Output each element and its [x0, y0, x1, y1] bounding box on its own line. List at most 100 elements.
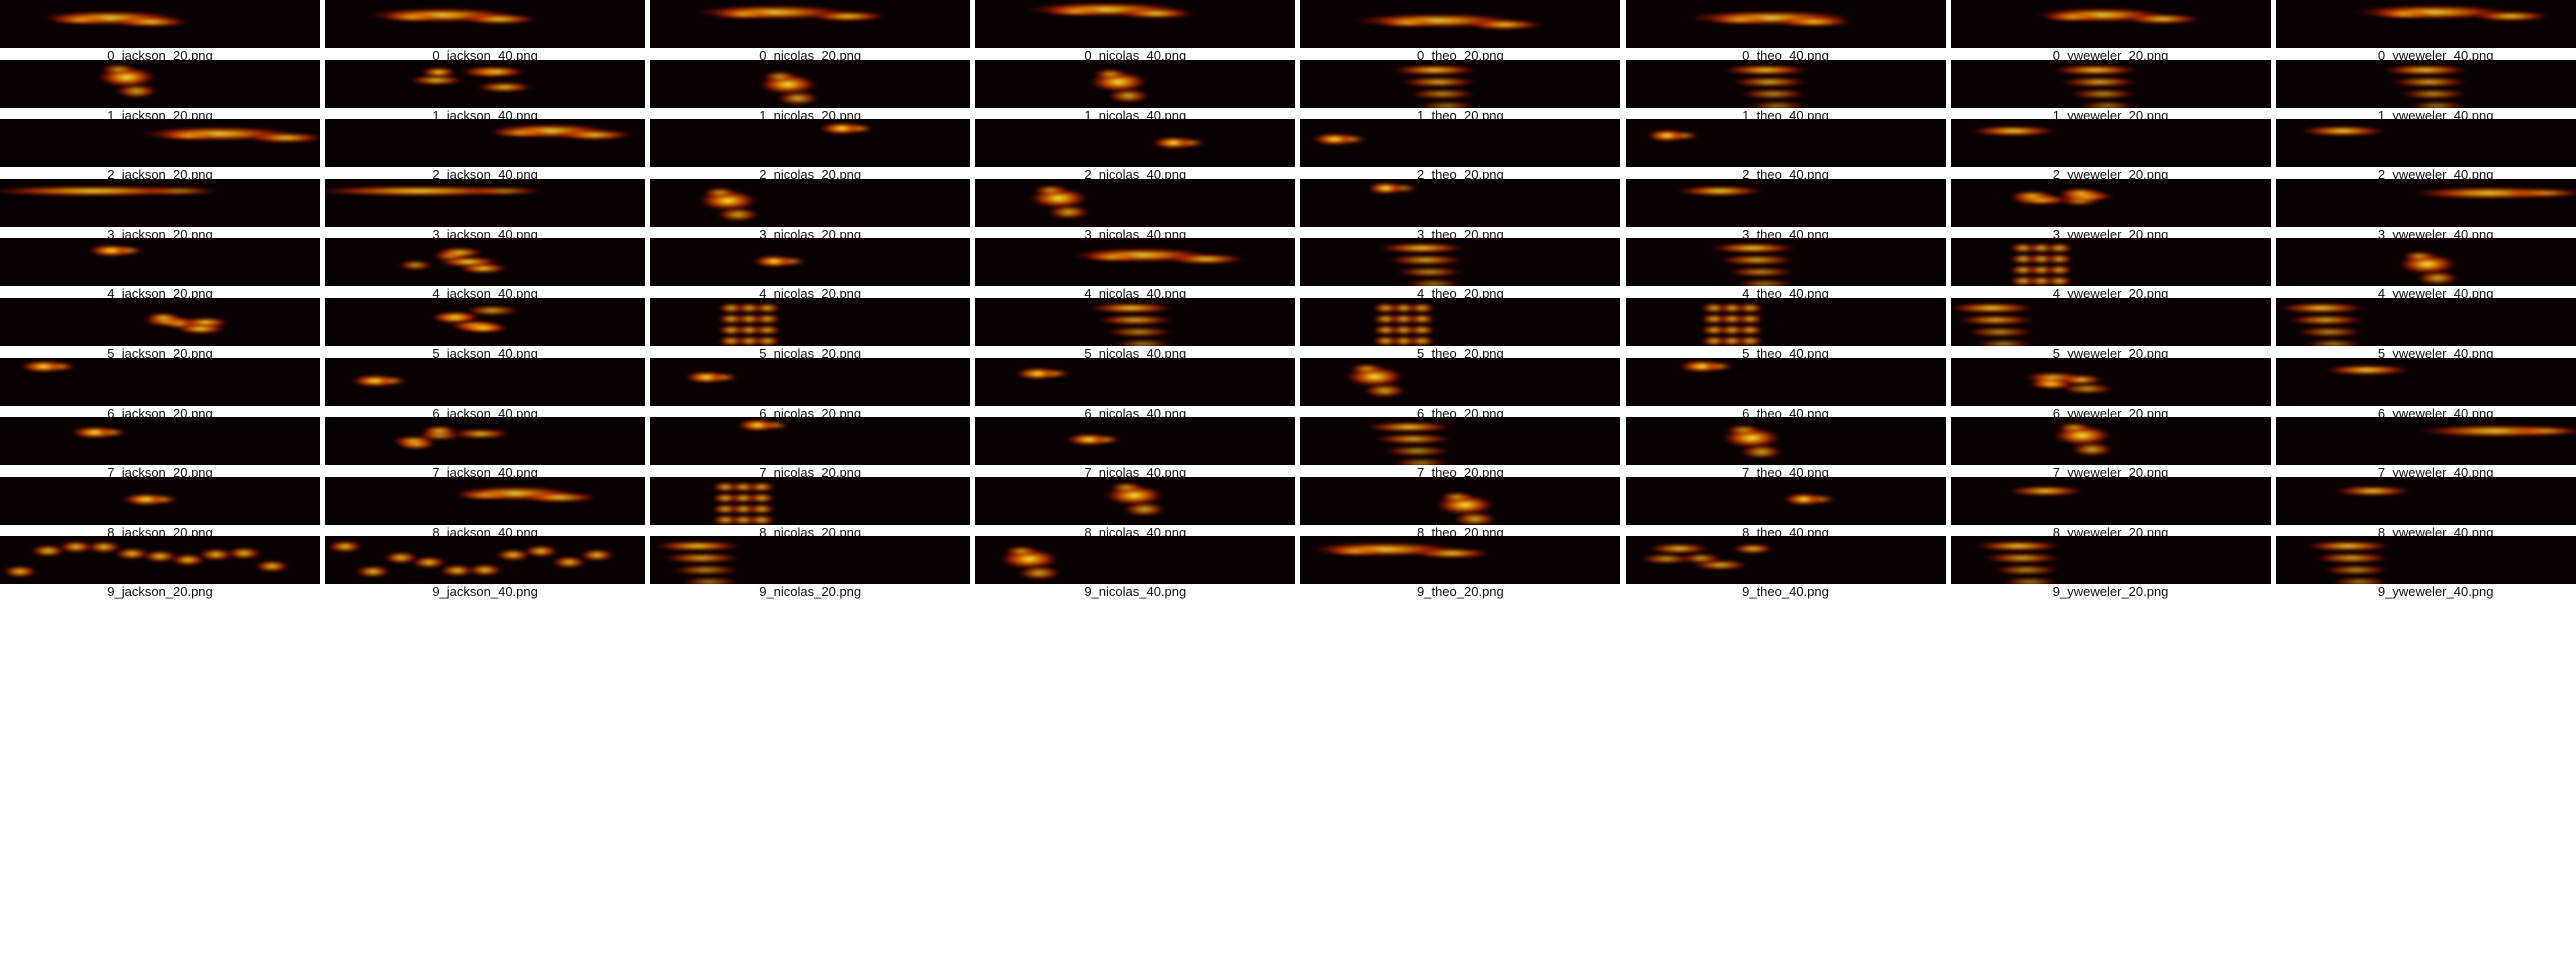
spectrogram-image	[2275, 357, 2576, 406]
spectrogram-tile: 8_yweweler_40.png	[2275, 476, 2576, 575]
tile-caption: 3_yweweler_40.png	[2377, 226, 2494, 242]
tile-caption: 8_theo_20.png	[1417, 524, 1504, 540]
spectrogram-image	[0, 536, 320, 585]
spectrogram-tile: 4_yweweler_20.png	[1950, 238, 2271, 336]
spectrogram-tile: 0_jackson_20.png	[0, 0, 320, 98]
tile-caption: 2_yweweler_40.png	[2377, 167, 2494, 183]
spectrogram-image	[0, 119, 320, 168]
spectrogram-image	[1625, 178, 1946, 227]
spectrogram-tile: 8_yweweler_20.png	[1950, 476, 2271, 575]
tile-caption: 9_nicolas_40.png	[1084, 584, 1187, 600]
spectrogram-image	[975, 0, 1296, 48]
tile-caption: 1_theo_20.png	[1417, 107, 1504, 123]
spectrogram-image	[975, 298, 1296, 346]
tile-caption: 4_nicolas_40.png	[1084, 286, 1187, 302]
tile-caption: 2_yweweler_20.png	[2052, 167, 2169, 183]
tile-caption: 2_jackson_20.png	[107, 167, 213, 183]
tile-caption: 4_jackson_20.png	[107, 286, 213, 302]
tile-caption: 5_jackson_20.png	[107, 346, 213, 361]
spectrogram-image	[975, 238, 1296, 287]
spectrogram-image	[1950, 417, 2271, 466]
spectrogram-image	[975, 417, 1296, 466]
tile-caption: 6_theo_20.png	[1417, 405, 1504, 421]
spectrogram-tile: 1_nicolas_40.png	[975, 59, 1296, 158]
spectrogram-image	[0, 0, 320, 48]
tile-caption: 1_yweweler_20.png	[2052, 107, 2169, 123]
tile-caption: 6_yweweler_40.png	[2377, 405, 2494, 421]
spectrogram-image	[1950, 178, 2271, 227]
tile-caption: 6_theo_40.png	[1742, 405, 1829, 421]
spectrogram-image	[650, 238, 971, 287]
spectrogram-tile: 3_yweweler_20.png	[1950, 178, 2271, 277]
tile-caption: 8_nicolas_40.png	[1084, 524, 1187, 540]
spectrogram-image	[325, 536, 646, 585]
tile-caption: 0_nicolas_20.png	[759, 48, 862, 63]
tile-caption: 4_nicolas_20.png	[759, 286, 862, 302]
spectrogram-tile: 8_theo_40.png	[1625, 476, 1946, 575]
tile-caption: 9_jackson_40.png	[432, 584, 538, 600]
tile-caption: 7_nicolas_40.png	[1084, 465, 1187, 481]
spectrogram-image	[650, 357, 971, 406]
spectrogram-tile: 0_nicolas_20.png	[650, 0, 971, 98]
spectrogram-tile: 5_nicolas_20.png	[650, 298, 971, 396]
spectrogram-image	[1625, 0, 1946, 48]
tile-caption: 9_yweweler_20.png	[2052, 584, 2169, 600]
spectrogram-tile: 3_theo_40.png	[1625, 178, 1946, 277]
tile-caption: 6_yweweler_20.png	[2052, 405, 2169, 421]
spectrogram-image	[650, 417, 971, 466]
spectrogram-image	[1300, 0, 1621, 48]
tile-caption: 9_yweweler_40.png	[2377, 584, 2494, 600]
spectrogram-tile: 1_jackson_20.png	[0, 59, 320, 158]
spectrogram-image	[1625, 298, 1946, 346]
spectrogram-tile: 8_jackson_40.png	[325, 476, 646, 575]
spectrogram-tile: 1_theo_40.png	[1625, 59, 1946, 158]
spectrogram-tile: 0_theo_20.png	[1300, 0, 1621, 98]
spectrogram-tile: 6_theo_20.png	[1300, 357, 1621, 456]
tile-caption: 4_theo_40.png	[1742, 286, 1829, 302]
tile-caption: 1_nicolas_20.png	[759, 107, 862, 123]
tile-caption: 0_yweweler_40.png	[2377, 48, 2494, 63]
spectrogram-image	[975, 119, 1296, 168]
tile-caption: 4_jackson_40.png	[432, 286, 538, 302]
spectrogram-tile: 9_nicolas_20.png	[650, 536, 971, 634]
spectrogram-tile: 3_nicolas_20.png	[650, 178, 971, 277]
tile-caption: 3_yweweler_20.png	[2052, 226, 2169, 242]
tile-caption: 9_jackson_20.png	[107, 584, 213, 600]
spectrogram-tile: 2_nicolas_40.png	[975, 119, 1296, 217]
tile-caption: 3_theo_40.png	[1742, 226, 1829, 242]
spectrogram-tile: 9_jackson_20.png	[0, 536, 320, 634]
spectrogram-tile: 1_yweweler_40.png	[2275, 59, 2576, 158]
spectrogram-image	[325, 59, 646, 108]
spectrogram-tile: 6_nicolas_40.png	[975, 357, 1296, 456]
tile-caption: 2_jackson_40.png	[432, 167, 538, 183]
tile-caption: 3_nicolas_40.png	[1084, 226, 1187, 242]
spectrogram-tile: 7_yweweler_40.png	[2275, 417, 2576, 515]
spectrogram-image	[325, 0, 646, 48]
spectrogram-tile: 3_jackson_20.png	[0, 178, 320, 277]
spectrogram-image	[2275, 417, 2576, 466]
spectrogram-image	[975, 357, 1296, 406]
spectrogram-tile: 6_yweweler_20.png	[1950, 357, 2271, 456]
spectrogram-tile: 9_jackson_40.png	[325, 536, 646, 634]
spectrogram-tile: 3_nicolas_40.png	[975, 178, 1296, 277]
spectrogram-tile: 4_yweweler_40.png	[2275, 238, 2576, 336]
tile-caption: 7_yweweler_20.png	[2052, 465, 2169, 481]
tile-caption: 7_theo_20.png	[1417, 465, 1504, 481]
spectrogram-image	[650, 476, 971, 525]
spectrogram-tile: 3_jackson_40.png	[325, 178, 646, 277]
spectrogram-image	[1300, 178, 1621, 227]
spectrogram-image	[2275, 298, 2576, 346]
spectrogram-image	[325, 178, 646, 227]
spectrogram-tile: 9_theo_20.png	[1300, 536, 1621, 634]
spectrogram-tile: 3_theo_20.png	[1300, 178, 1621, 277]
spectrogram-tile: 1_theo_20.png	[1300, 59, 1621, 158]
spectrogram-image	[0, 178, 320, 227]
tile-caption: 3_theo_20.png	[1417, 226, 1504, 242]
spectrogram-image	[1950, 59, 2271, 108]
spectrogram-tile: 4_theo_20.png	[1300, 238, 1621, 336]
spectrogram-tile: 0_jackson_40.png	[325, 0, 646, 98]
spectrogram-tile: 5_nicolas_40.png	[975, 298, 1296, 396]
spectrogram-image	[325, 119, 646, 168]
spectrogram-tile: 2_yweweler_40.png	[2275, 119, 2576, 217]
spectrogram-image	[325, 357, 646, 406]
